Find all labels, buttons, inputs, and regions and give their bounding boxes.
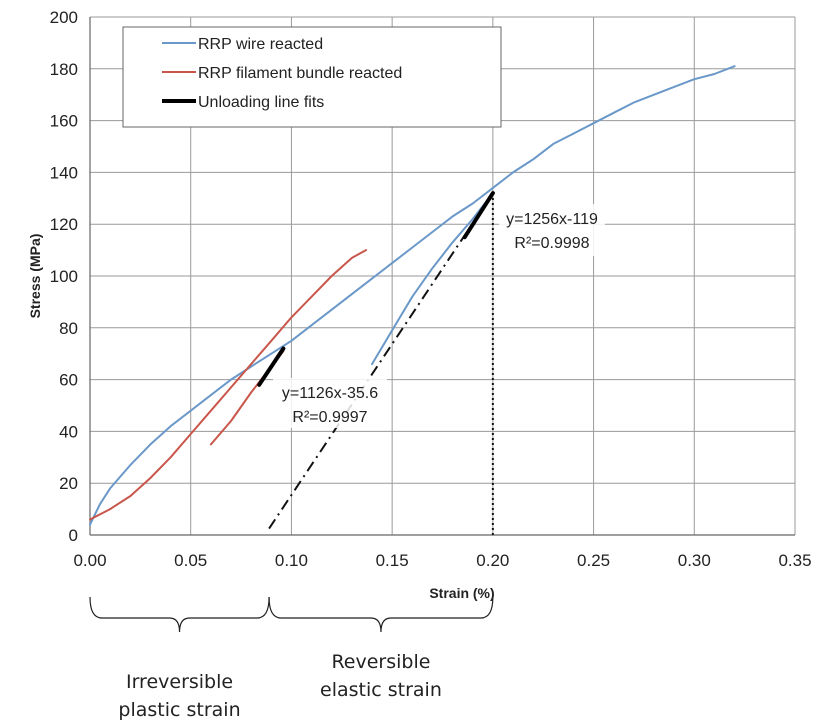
series-line-rrp-filament-bundle-reacted <box>89 249 367 521</box>
brace-label: Reversible <box>331 651 430 673</box>
legend-label: RRP wire reacted <box>198 36 323 53</box>
brace-label: Irreversible <box>126 671 233 693</box>
x-tick-label: 0.00 <box>73 551 106 570</box>
legend-label: Unloading line fits <box>198 94 324 111</box>
y-tick-label: 0 <box>69 526 78 545</box>
x-tick-label: 0.25 <box>577 551 610 570</box>
x-tick-labels: 0.00 0.05 0.10 0.15 0.20 0.25 0.30 0.35 <box>73 551 811 570</box>
y-tick-label: 60 <box>59 371 78 390</box>
unloading-fit-extension-line <box>268 192 494 530</box>
x-tick-label: 0.05 <box>174 551 207 570</box>
x-tick-label: 0.15 <box>376 551 409 570</box>
brace-label: elastic strain <box>320 679 442 701</box>
y-axis-title: Stress (MPa) <box>27 234 43 319</box>
series-line-rrp-wire-reacted <box>89 65 736 526</box>
series-line-unloading-line-fits <box>462 191 495 240</box>
r-squared-label: R²=0.9998 <box>514 235 589 252</box>
legend: RRP wire reacted RRP filament bundle reac… <box>122 26 502 128</box>
series-line-unloading-line-fits <box>257 346 286 387</box>
axes <box>89 17 795 536</box>
y-tick-label: 140 <box>50 163 78 182</box>
fit-equation-label: y=1126x-35.6 <box>282 385 378 402</box>
y-tick-label: 100 <box>50 267 78 286</box>
y-tick-label: 120 <box>50 215 78 234</box>
strain-range-brace <box>89 596 270 633</box>
y-tick-label: 200 <box>50 8 78 27</box>
legend-label: RRP filament bundle reacted <box>198 65 402 82</box>
strain-braces: Irreversible plastic strain Reversible elas… <box>89 596 494 721</box>
fit-equation-label: y=1256x-119 <box>506 211 598 228</box>
strain-range-brace <box>268 596 494 633</box>
series-layer <box>89 65 736 535</box>
x-tick-label: 0.35 <box>778 551 811 570</box>
y-tick-label: 80 <box>59 319 78 338</box>
fit-equation-box <box>499 204 605 256</box>
annotations: y=1126x-35.6 R²=0.9997 y=1256x-119 R²=0.999… <box>273 204 605 428</box>
y-tick-label: 40 <box>59 422 78 441</box>
fit-equation-box <box>273 378 387 428</box>
x-tick-label: 0.20 <box>476 551 509 570</box>
y-tick-label: 180 <box>50 60 78 79</box>
y-tick-label: 160 <box>50 112 78 131</box>
x-axis-title: Strain (%) <box>429 585 494 601</box>
x-tick-label: 0.30 <box>678 551 711 570</box>
r-squared-label: R²=0.9997 <box>292 409 367 426</box>
brace-label: plastic strain <box>118 699 240 721</box>
y-tick-labels: 0 20 40 60 80 100 120 140 160 180 200 <box>50 8 78 545</box>
x-tick-label: 0.10 <box>275 551 308 570</box>
series-line-rrp-wire-reacted <box>371 192 494 366</box>
y-tick-label: 20 <box>59 474 78 493</box>
